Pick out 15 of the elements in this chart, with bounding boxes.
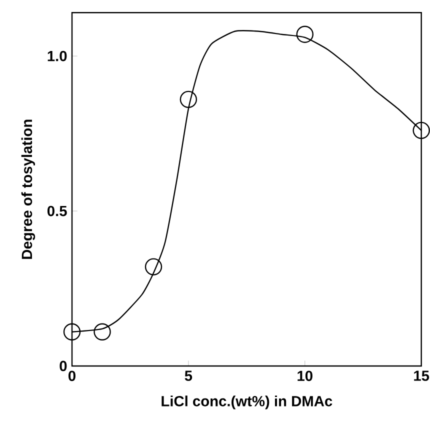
x-axis-title: LiCl conc.(wt%) in DMAc xyxy=(162,396,332,410)
point xyxy=(412,122,430,140)
point xyxy=(296,26,314,43)
x-tick-label: 15 xyxy=(414,370,430,381)
y-axis-title: Degree of tosylation xyxy=(21,120,36,259)
x-tick-label: 5 xyxy=(184,370,192,381)
y-tick-label: 1.0 xyxy=(48,50,67,62)
x-tick-label: 0 xyxy=(68,370,76,382)
y-tick-label: 0 xyxy=(60,360,67,372)
point xyxy=(180,90,198,108)
point xyxy=(63,323,81,340)
x-tick-label: 10 xyxy=(298,370,312,382)
point xyxy=(144,258,162,276)
point xyxy=(94,323,111,340)
y-tick-label: 0.5 xyxy=(47,206,67,216)
